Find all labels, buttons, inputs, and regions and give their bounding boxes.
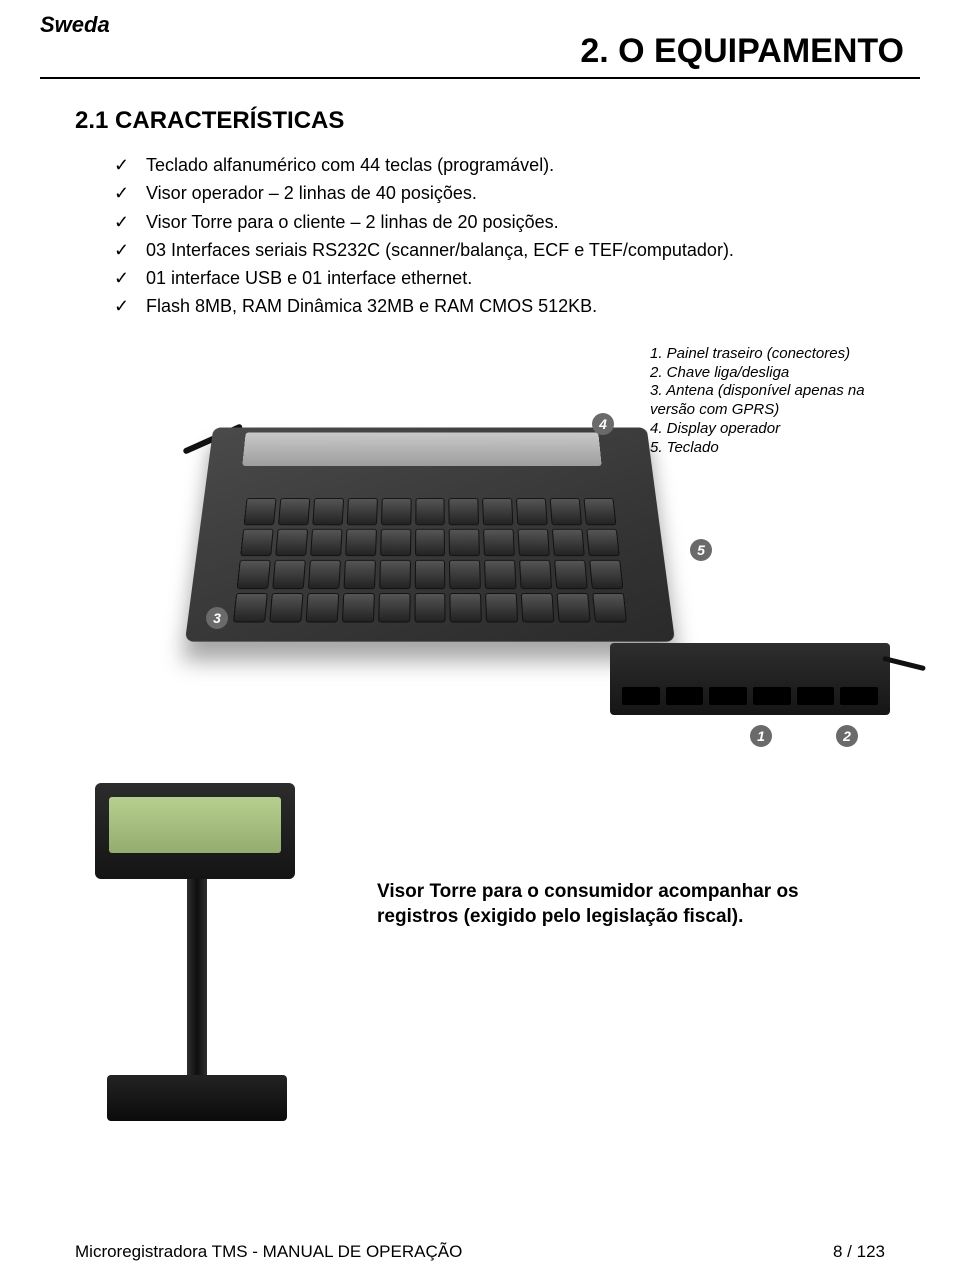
check-icon: ✓: [114, 210, 146, 234]
callout-1: 1: [750, 725, 772, 747]
section-title: 2.1 CARACTERÍSTICAS: [0, 107, 960, 153]
check-icon: ✓: [114, 266, 146, 290]
tower-base: [107, 1075, 287, 1121]
callout-3: 3: [206, 607, 228, 629]
callout-2: 2: [836, 725, 858, 747]
keyboard-keys: [233, 498, 627, 622]
device-figure: 1. Painel traseiro (conectores) 2. Chave…: [120, 353, 890, 753]
tower-head: [95, 783, 295, 879]
keyboard-device: [200, 413, 660, 643]
header-rule: [40, 77, 920, 79]
chapter-title: 2. O EQUIPAMENTO: [40, 32, 920, 71]
footer-left: Microregistradora TMS - MANUAL DE OPERAÇ…: [75, 1242, 462, 1262]
callout-4: 4: [592, 413, 614, 435]
tower-pole: [187, 879, 207, 1079]
legend-item: 1. Painel traseiro (conectores): [650, 345, 880, 364]
list-item: ✓Visor operador – 2 linhas de 40 posiçõe…: [160, 181, 890, 205]
legend-item: 3. Antena (disponível apenas na versão c…: [650, 382, 880, 420]
list-item: ✓03 Interfaces seriais RS232C (scanner/b…: [160, 238, 890, 262]
list-item-text: Visor Torre para o cliente – 2 linhas de…: [146, 210, 559, 234]
callout-5: 5: [690, 539, 712, 561]
check-icon: ✓: [114, 294, 146, 318]
customer-tower-display: [95, 783, 305, 1143]
check-icon: ✓: [114, 153, 146, 177]
list-item-text: Flash 8MB, RAM Dinâmica 32MB e RAM CMOS …: [146, 294, 597, 318]
legend-item: 4. Display operador: [650, 420, 880, 439]
legend-item: 5. Teclado: [650, 439, 880, 458]
tower-figure: Visor Torre para o consumidor acompanhar…: [95, 783, 890, 1163]
list-item: ✓01 interface USB e 01 interface etherne…: [160, 266, 890, 290]
feature-list: ✓Teclado alfanumérico com 44 teclas (pro…: [0, 153, 960, 319]
figure-legend: 1. Painel traseiro (conectores) 2. Chave…: [650, 345, 880, 458]
check-icon: ✓: [114, 181, 146, 205]
footer-right: 8 / 123: [833, 1242, 885, 1262]
list-item-text: Visor operador – 2 linhas de 40 posições…: [146, 181, 477, 205]
tower-caption: Visor Torre para o consumidor acompanhar…: [377, 879, 880, 930]
list-item-text: Teclado alfanumérico com 44 teclas (prog…: [146, 153, 554, 177]
list-item: ✓Flash 8MB, RAM Dinâmica 32MB e RAM CMOS…: [160, 294, 890, 318]
list-item-text: 01 interface USB e 01 interface ethernet…: [146, 266, 472, 290]
list-item-text: 03 Interfaces seriais RS232C (scanner/ba…: [146, 238, 734, 262]
list-item: ✓Teclado alfanumérico com 44 teclas (pro…: [160, 153, 890, 177]
check-icon: ✓: [114, 238, 146, 262]
page-footer: Microregistradora TMS - MANUAL DE OPERAÇ…: [75, 1242, 885, 1262]
list-item: ✓Visor Torre para o cliente – 2 linhas d…: [160, 210, 890, 234]
rear-panel: [610, 643, 890, 715]
tower-lcd: [109, 797, 281, 853]
operator-display: [242, 432, 601, 465]
rear-ports: [622, 687, 878, 705]
legend-item: 2. Chave liga/desliga: [650, 364, 880, 383]
